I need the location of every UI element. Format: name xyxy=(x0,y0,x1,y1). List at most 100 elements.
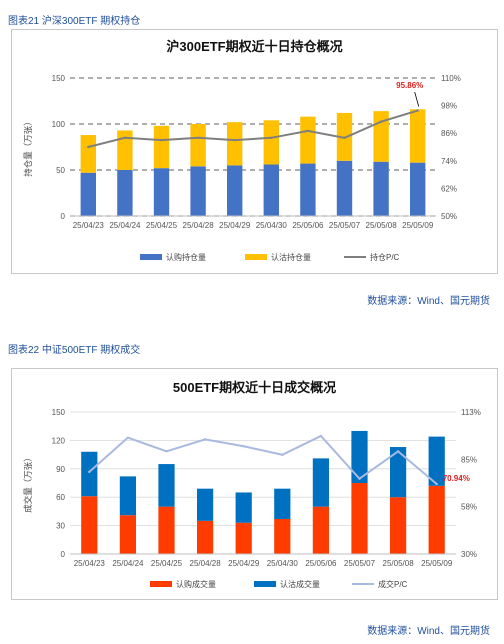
legend-swatch-0 xyxy=(150,581,172,587)
chart-zz500-svg: 500ETF期权近十日成交概况 0 30 60 90 120 150 30% 58% 85% 113… xyxy=(23,380,481,589)
pc-point-4 xyxy=(233,138,236,142)
chart-title: 沪300ETF期权近十日持仓概况 xyxy=(166,39,342,54)
y2-tick-label: 58% xyxy=(461,503,477,512)
bar-call-5 xyxy=(263,164,279,216)
chart-title: 500ETF期权近十日成交概况 xyxy=(173,380,336,395)
legend-label: 成交P/C xyxy=(378,579,408,589)
x-tick-label: 25/05/08 xyxy=(383,559,415,568)
x-tick-label: 25/04/30 xyxy=(256,221,288,230)
legend-label: 持仓P/C xyxy=(370,252,400,262)
bar-call-1 xyxy=(119,515,137,554)
bar-call-4 xyxy=(227,165,243,216)
pc-point-0 xyxy=(87,145,90,149)
y-tick-label: 30 xyxy=(56,522,65,531)
y-tick-label: 120 xyxy=(52,436,66,445)
y-tick-label: 150 xyxy=(52,408,66,417)
bar-call-0 xyxy=(80,172,96,216)
bar-call-5 xyxy=(274,518,291,554)
pc-point-8 xyxy=(396,450,400,453)
pc-point-1 xyxy=(123,136,127,139)
y-tick-label: 150 xyxy=(52,74,66,83)
x-tick-label: 25/04/24 xyxy=(109,221,141,230)
figure-21-label: 图表21 沪深300ETF 期权持仓 xyxy=(8,16,141,27)
y-axis-title: 持仓量（万张） xyxy=(23,117,33,177)
y-tick-label: 0 xyxy=(61,212,66,221)
bar-put-2 xyxy=(158,464,175,507)
pc-point-2 xyxy=(165,450,168,453)
y2-tick-label: 74% xyxy=(441,157,457,166)
x-tick-label: 25/04/29 xyxy=(228,559,260,568)
chart-hs300-open-interest: 沪300ETF期权近十日持仓概况 0 50 100 150 50% 62% 74% 86% 98%… xyxy=(11,29,498,274)
y2-tick-label: 113% xyxy=(461,408,481,417)
figure-22-label: 图表22 中证500ETF 期权成交 xyxy=(8,345,141,356)
x-tick-label: 25/05/07 xyxy=(329,221,361,230)
annotation-leader xyxy=(414,91,420,107)
y-tick-label: 50 xyxy=(56,166,65,175)
x-tick-label: 25/04/23 xyxy=(74,559,106,568)
bar-call-6 xyxy=(300,163,316,216)
bar-put-4 xyxy=(235,492,252,523)
y2-tick-label: 86% xyxy=(441,129,457,138)
bar-call-1 xyxy=(117,170,133,216)
y2-tick-label: 30% xyxy=(461,550,477,559)
pc-point-0 xyxy=(88,470,91,474)
x-tick-label: 25/04/29 xyxy=(219,221,251,230)
source-note-2: 数据来源：Wind、国元期货 xyxy=(367,626,490,637)
pc-point-6 xyxy=(319,434,323,438)
pc-point-4 xyxy=(242,445,245,448)
y-tick-label: 90 xyxy=(56,465,65,474)
pc-point-5 xyxy=(281,453,284,456)
bar-put-5 xyxy=(274,488,291,519)
y2-tick-label: 110% xyxy=(441,74,461,83)
pc-annotation: 70.94% xyxy=(443,474,470,483)
bar-put-1 xyxy=(117,130,133,170)
x-tick-label: 25/04/28 xyxy=(190,559,222,568)
legend-label: 认沽成交量 xyxy=(280,579,320,589)
bar-put-4 xyxy=(227,122,243,166)
y-tick-label: 60 xyxy=(56,493,65,502)
bar-put-8 xyxy=(389,447,407,498)
pc-point-8 xyxy=(379,120,383,123)
y-tick-label: 100 xyxy=(52,120,66,129)
bar-put-0 xyxy=(81,451,98,497)
bar-put-3 xyxy=(196,488,214,521)
legend-swatch-1 xyxy=(254,581,276,587)
bar-put-9 xyxy=(410,109,426,163)
x-tick-label: 25/04/30 xyxy=(267,559,299,568)
bar-put-3 xyxy=(190,124,206,167)
bar-call-2 xyxy=(158,506,175,554)
pc-ratio-line xyxy=(88,434,438,485)
pc-point-9 xyxy=(435,482,438,486)
legend-label: 认购成交量 xyxy=(176,579,216,589)
x-tick-label: 25/05/06 xyxy=(292,221,324,230)
bar-call-8 xyxy=(373,161,389,216)
y-axis-title: 成交量（万张） xyxy=(23,453,33,513)
x-tick-label: 25/04/24 xyxy=(112,559,144,568)
pc-point-3 xyxy=(203,438,207,441)
bar-put-6 xyxy=(300,116,316,164)
bar-put-7 xyxy=(351,430,368,483)
y2-tick-label: 98% xyxy=(441,102,457,111)
legend-swatch-0 xyxy=(140,254,162,260)
x-tick-label: 25/05/09 xyxy=(421,559,453,568)
pc-point-7 xyxy=(358,477,361,480)
bar-call-7 xyxy=(336,160,353,216)
pc-point-5 xyxy=(270,136,273,139)
legend-label: 认沽持仓量 xyxy=(271,252,311,262)
x-tick-label: 25/04/23 xyxy=(73,221,105,230)
bar-call-4 xyxy=(235,522,252,554)
x-tick-label: 25/04/25 xyxy=(146,221,178,230)
x-tick-label: 25/04/28 xyxy=(183,221,215,230)
x-tick-label: 25/04/25 xyxy=(151,559,183,568)
bar-call-6 xyxy=(312,506,330,554)
bar-call-9 xyxy=(410,162,426,216)
y2-tick-label: 62% xyxy=(441,184,457,193)
chart-hs300-svg: 沪300ETF期权近十日持仓概况 0 50 100 150 50% 62% 74% 86% 98%… xyxy=(23,39,461,262)
bar-put-1 xyxy=(119,476,137,516)
y2-tick-label: 50% xyxy=(441,212,457,221)
pc-point-1 xyxy=(126,436,130,439)
pc-point-6 xyxy=(306,129,310,133)
bar-put-5 xyxy=(263,120,279,165)
pc-ratio-line xyxy=(88,109,418,148)
pc-point-2 xyxy=(160,138,163,142)
